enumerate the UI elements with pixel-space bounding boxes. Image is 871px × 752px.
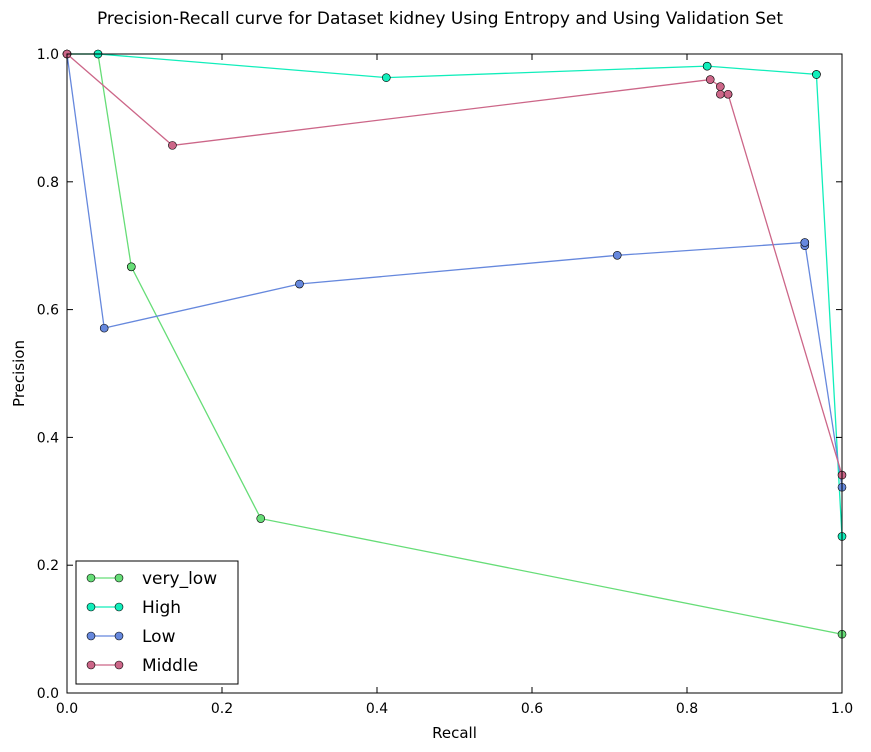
x-tick-label: 0.2 <box>211 701 233 717</box>
legend-marker <box>114 602 124 612</box>
x-tick-label: 0.0 <box>56 701 78 717</box>
plot-frame <box>66 53 843 694</box>
data-point <box>800 238 810 247</box>
legend-marker <box>114 573 124 583</box>
series-very-low <box>62 49 847 639</box>
legend-marker <box>86 631 96 641</box>
y-tick-label: 0.2 <box>37 558 59 574</box>
legend-label: High <box>142 598 181 618</box>
x-tick-label: 1.0 <box>831 701 853 717</box>
data-point <box>99 323 109 333</box>
legend-marker <box>86 573 96 583</box>
y-axis-label: Precision <box>10 340 28 407</box>
legend-marker <box>114 660 124 670</box>
legend-box <box>75 560 239 685</box>
series-line <box>67 53 843 635</box>
legend-item-very-low: very_low <box>86 569 217 589</box>
y-tick-label: 0.6 <box>37 303 59 319</box>
x-tick-label: 0.4 <box>366 701 388 717</box>
data-point <box>702 61 712 71</box>
data-point <box>723 89 733 99</box>
x-axis-label: Recall <box>432 724 477 742</box>
series-layer <box>62 49 847 639</box>
series-low <box>62 49 847 492</box>
legend-label: Low <box>142 627 176 647</box>
y-tick-label: 0.8 <box>37 175 59 191</box>
x-tick-label: 0.8 <box>676 701 698 717</box>
legend-item-middle: Middle <box>86 656 198 676</box>
legend-label: Middle <box>142 656 198 676</box>
series-line <box>67 53 843 537</box>
legend-item-low: Low <box>86 627 176 647</box>
ticks-layer: 0.0 0.2 0.4 0.6 0.8 1.0 0.0 0.2 0.4 0.6 0.8 1.0 <box>37 47 853 717</box>
data-point <box>612 250 622 260</box>
y-tick-label: 0.0 <box>37 686 59 702</box>
series-high <box>62 49 847 541</box>
data-point <box>705 75 715 84</box>
data-point <box>716 82 725 91</box>
y-tick-label: 1.0 <box>37 47 59 63</box>
data-point <box>127 262 136 272</box>
legend-marker <box>86 602 96 612</box>
legend-entries: very_low High Low Middle <box>86 569 217 676</box>
chart-title: Precision-Recall curve for Dataset kidne… <box>97 9 783 29</box>
legend: very_low High Low Middle <box>75 560 239 685</box>
legend-marker <box>114 631 124 641</box>
series-middle <box>62 49 847 480</box>
x-tick-label: 0.6 <box>521 701 543 717</box>
data-point <box>168 141 177 150</box>
data-point <box>381 73 391 82</box>
data-point <box>812 70 821 79</box>
data-point <box>716 89 725 99</box>
legend-item-high: High <box>86 598 181 618</box>
y-tick-label: 0.4 <box>37 430 59 446</box>
data-point <box>256 514 266 523</box>
legend-label: very_low <box>142 569 217 589</box>
series-line <box>66 53 843 488</box>
series-line <box>66 53 843 476</box>
data-point <box>295 279 304 289</box>
legend-marker <box>86 660 96 670</box>
